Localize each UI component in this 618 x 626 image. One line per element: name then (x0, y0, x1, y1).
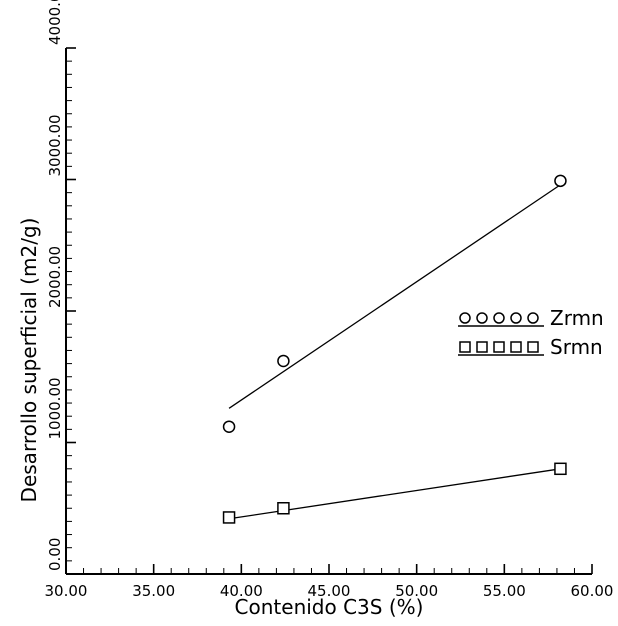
legend: Zrmn Srmn (458, 306, 604, 359)
x-tick-label: 35.00 (132, 582, 175, 600)
y-tick-label: 2000.00 (46, 246, 64, 308)
marker-zrmn (222, 420, 236, 433)
fit-line-zrmn (228, 184, 561, 409)
x-tick-label: 50.00 (395, 582, 438, 600)
y-axis-title: Desarrollo superficial (m2/g) (17, 218, 41, 503)
x-tick-label: 60.00 (571, 582, 614, 600)
x-tick-labels: 30.00 35.00 40.00 45.00 50.00 55.00 60.00 (45, 582, 614, 600)
plot-area: 30.00 35.00 40.00 45.00 50.00 55.00 60.00 0.00… (45, 0, 614, 600)
y-tick-label: 3000.00 (46, 114, 64, 176)
y-tick-labels: 0.00 1000.00 2000.00 3000.00 4000.00 (46, 0, 64, 571)
legend-symbol-zrmn (493, 312, 505, 324)
legend-symbol-srmn (493, 341, 505, 353)
legend-marker-srmn (459, 341, 539, 353)
x-tick-label: 40.00 (220, 582, 263, 600)
legend-entry-srmn: Srmn (458, 335, 603, 359)
legend-symbol-zrmn (459, 312, 471, 324)
marker-srmn (222, 511, 236, 524)
marker-zrmn (277, 354, 290, 368)
y-tick-label: 4000.00 (46, 0, 64, 45)
y-tick-label: 1000.00 (46, 377, 64, 439)
x-tick-label: 45.00 (308, 582, 351, 600)
legend-symbol-zrmn (510, 312, 522, 324)
marker-srmn (554, 462, 567, 476)
legend-label-srmn: Srmn (550, 335, 603, 359)
legend-entry-zrmn: Zrmn (458, 306, 604, 330)
legend-marker-zrmn (459, 312, 539, 324)
legend-symbol-zrmn (527, 312, 539, 324)
legend-symbol-zrmn (476, 312, 488, 324)
x-tick-label: 30.00 (45, 582, 88, 600)
y-minor-ticks (66, 47, 76, 575)
marker-zrmn (554, 174, 567, 188)
legend-symbol-srmn (527, 341, 539, 353)
marker-srmn (277, 502, 290, 515)
legend-symbol-srmn (476, 341, 488, 353)
y-tick-label: 0.00 (46, 538, 64, 571)
x-tick-label: 55.00 (483, 582, 526, 600)
legend-label-zrmn: Zrmn (550, 306, 604, 330)
legend-symbol-srmn (510, 341, 522, 353)
x-axis-title: Contenido C3S (%) (235, 595, 424, 619)
markers (222, 174, 567, 524)
legend-symbol-srmn (459, 341, 471, 353)
x-minor-ticks (65, 564, 593, 574)
